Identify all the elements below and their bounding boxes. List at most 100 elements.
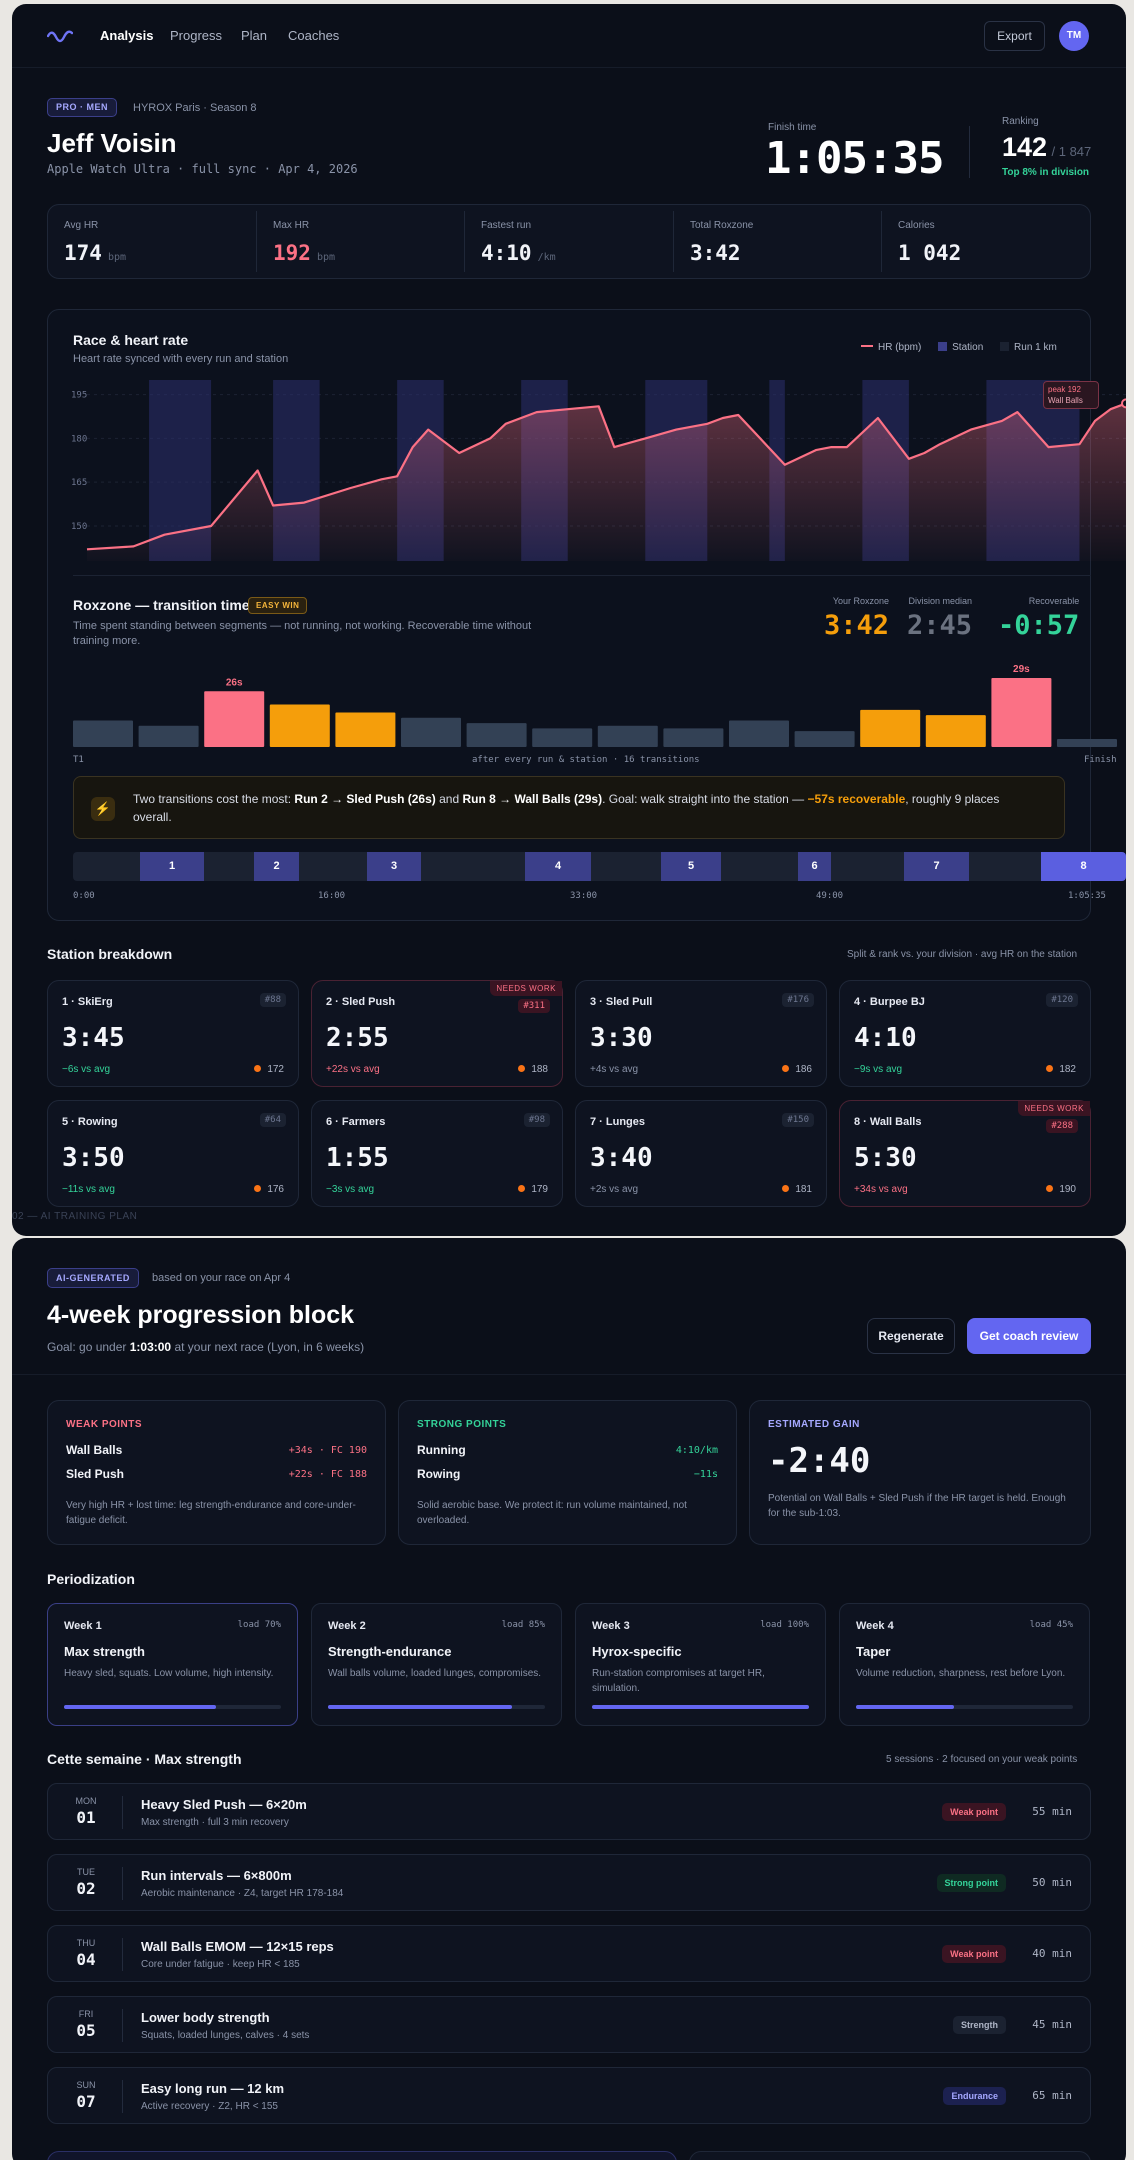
nav-progress[interactable]: Progress [170, 28, 223, 43]
nav-plan[interactable]: Plan [241, 28, 268, 43]
station-card[interactable]: 4 · Burpee BJ #120 4:10 −9s vs avg 182 [839, 980, 1091, 1087]
roxzone-bar [335, 712, 396, 747]
avatar[interactable]: TM [1059, 21, 1089, 51]
rank-note: Top 8% in division [1002, 167, 1090, 178]
plan-based-on: based on your race on Apr 4 [152, 1272, 291, 1284]
stat-number: 3:42 [690, 241, 741, 265]
station-rank: #150 [782, 1113, 814, 1127]
export-button[interactable]: Export [984, 21, 1045, 51]
nav-analysis[interactable]: Analysis [100, 28, 154, 43]
session-row[interactable]: MON 01 Heavy Sled Push — 6×20m Max strength… [47, 1783, 1091, 1840]
session-row[interactable]: TUE 02 Run intervals — 6×800m Aerobic maint… [47, 1854, 1091, 1911]
timeline-segment-4[interactable]: 4 [525, 852, 591, 881]
station-card[interactable]: 7 · Lunges #150 3:40 +2s vs avg 181 [575, 1100, 827, 1207]
timeline-segment-5[interactable]: 5 [661, 852, 721, 881]
week-card-4[interactable]: Week 4 load 45% Taper Volume reduction, sha… [839, 1603, 1090, 1726]
timeline-tick: 49:00 [816, 891, 844, 901]
session-tag: Strength [953, 2016, 1006, 2034]
session-subtitle: Max strength · full 3 min recovery [141, 1817, 289, 1828]
goal-time: 1:03:00 [129, 1340, 172, 1354]
session-title: Run intervals — 6×800m [141, 1868, 292, 1883]
race-subtitle: Heart rate synced with every run and sta… [73, 353, 289, 365]
stat-divider [881, 211, 882, 272]
week-card-3[interactable]: Week 3 load 100% Hyrox-specific Run-station… [575, 1603, 826, 1726]
section-label: 02 — AI TRAINING PLAN [12, 1211, 138, 1222]
weak-title: WEAK POINTS [66, 1419, 143, 1430]
wave-logo-icon[interactable] [47, 30, 73, 44]
estimated-gain-card: ESTIMATED GAIN -2:40 Potential on Wall B… [749, 1400, 1091, 1545]
stat-value: 4:10/km [481, 241, 556, 265]
athlete-name: Jeff Voisin [47, 128, 177, 158]
roxzone-kpi-2: Recoverable -0:57 [998, 596, 1079, 641]
session-day: FRI 05 [66, 2009, 106, 2040]
station-delta: −3s vs avg [326, 1184, 375, 1195]
header-divider [969, 126, 970, 178]
roxzone-kpi-0: Your Roxzone 3:42 [824, 596, 889, 641]
load-bar [856, 1705, 1073, 1709]
insight-bold-1: Run 2 → Sled Push (26s) [294, 792, 436, 806]
finish-time: 1:05:35 [765, 133, 944, 184]
session-row[interactable]: FRI 05 Lower body strength Squats, loaded l… [47, 1996, 1091, 2053]
roxzone-bar [597, 725, 658, 747]
week-card-2[interactable]: Week 2 load 85% Strength-endurance Wall bal… [311, 1603, 562, 1726]
station-card[interactable]: 6 · Farmers #98 1:55 −3s vs avg 179 [311, 1100, 563, 1207]
station-card[interactable]: 3 · Sled Pull #176 3:30 +4s vs avg 186 [575, 980, 827, 1087]
week-card-1[interactable]: Week 1 load 70% Max strength Heavy sled, sq… [47, 1603, 298, 1726]
insight-end: , roughly 9 places overall. [133, 792, 1000, 824]
week-desc: Wall balls volume, loaded lunges, compro… [328, 1668, 542, 1679]
stat-unit: bpm [107, 252, 126, 263]
station-card[interactable]: 5 · Rowing #64 3:50 −11s vs avg 176 [47, 1100, 299, 1207]
roxzone-axis-mid: after every run & station · 16 transitio… [472, 755, 700, 765]
week-plan-title: Cette semaine · Max strength [47, 1751, 242, 1767]
coach-review-button[interactable]: Get coach review [967, 1318, 1091, 1354]
station-card[interactable]: 1 · SkiErg #88 3:45 −6s vs avg 172 [47, 980, 299, 1087]
week-label: Week 2 [328, 1620, 366, 1632]
strong-note: Solid aerobic base. We protect it: run v… [417, 1500, 687, 1526]
station-time: 5:30 [854, 1143, 917, 1173]
regenerate-button[interactable]: Regenerate [867, 1318, 955, 1354]
session-title: Wall Balls EMOM — 12×15 reps [141, 1939, 334, 1954]
insight-highlight: −57s recoverable [807, 792, 906, 806]
session-day: TUE 02 [66, 1867, 106, 1898]
week-load: load 100% [760, 1620, 809, 1630]
chart-divider [73, 575, 1091, 576]
load-bar-fill [328, 1705, 513, 1709]
timeline-segment-2[interactable]: 2 [254, 852, 299, 881]
station-card[interactable]: 2 · Sled Push #311 2:55 +22s vs avg 188 NEEDS… [311, 980, 563, 1087]
roxzone-bar [466, 723, 527, 747]
timeline-segment-3[interactable]: 3 [367, 852, 421, 881]
timeline-segment-8[interactable]: 8 [1041, 852, 1126, 881]
station-delta: +4s vs avg [590, 1064, 639, 1075]
timeline-segment-7[interactable]: 7 [904, 852, 969, 881]
roxzone-bar-label: 29s [1013, 664, 1030, 675]
top-nav: Analysis Progress Plan Coaches Export TM [12, 4, 1126, 68]
roxzone-bar [729, 720, 789, 747]
stat-number: 174 [64, 241, 102, 265]
strong-1-name: Running [417, 1443, 466, 1457]
easy-win-badge: EASY WIN [248, 597, 308, 614]
week-title: Taper [856, 1644, 891, 1659]
station-hr: 188 [518, 1064, 548, 1075]
roxzone-bar [991, 678, 1052, 747]
station-time: 2:55 [326, 1023, 389, 1053]
session-divider [122, 2080, 123, 2113]
station-card[interactable]: 8 · Wall Balls #288 5:30 +34s vs avg 190 NEED… [839, 1100, 1091, 1207]
session-row[interactable]: THU 04 Wall Balls EMOM — 12×15 reps Core un… [47, 1925, 1091, 1982]
roxzone-bar [401, 717, 461, 747]
week-label: Week 4 [856, 1620, 894, 1632]
nav-coaches[interactable]: Coaches [288, 28, 340, 43]
session-row[interactable]: SUN 07 Easy long run — 12 km Active recover… [47, 2067, 1091, 2124]
timeline-segment-6[interactable]: 6 [798, 852, 831, 881]
session-date: 07 [76, 2092, 96, 2111]
timeline-segment-1[interactable]: 1 [140, 852, 204, 881]
kpi-label: Recoverable [1028, 596, 1080, 606]
station-delta: −6s vs avg [62, 1064, 111, 1075]
station-delta: +22s vs avg [326, 1064, 380, 1075]
hr-area [87, 403, 1126, 561]
weak-2-val: +22s · FC 188 [288, 1469, 367, 1480]
stat-number: 4:10 [481, 241, 532, 265]
finish-label: Finish time [768, 122, 817, 133]
station-rank: #176 [782, 993, 814, 1007]
station-rank: #120 [1046, 993, 1078, 1007]
roxzone-title: Roxzone — transition time [73, 597, 250, 613]
